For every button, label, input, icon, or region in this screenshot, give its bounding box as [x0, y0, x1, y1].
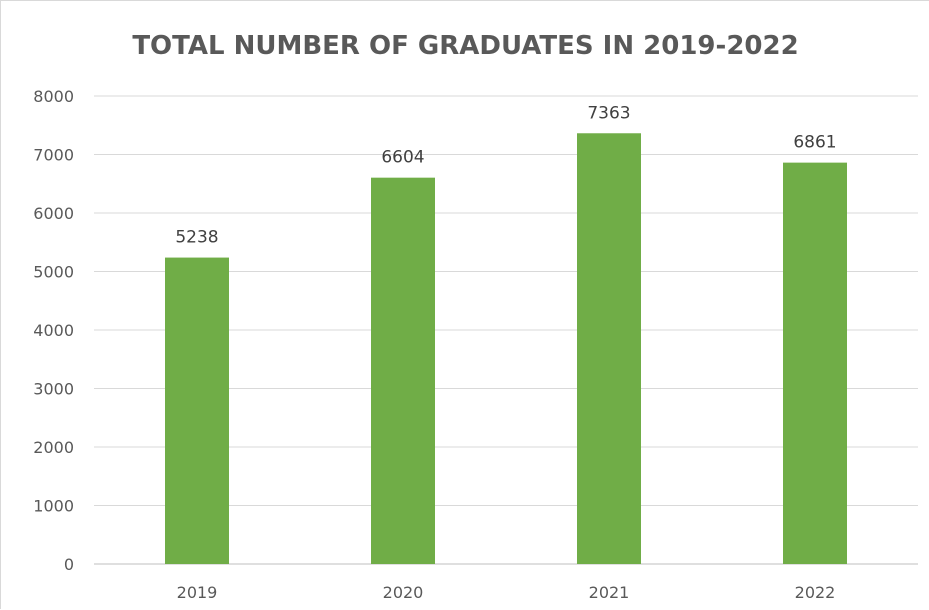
y-tick-label: 5000: [33, 263, 74, 282]
bar: [165, 257, 229, 564]
y-tick-label: 1000: [33, 497, 74, 516]
x-axis-ticks: 2019 2020 2021 2022: [177, 583, 836, 602]
bar: [577, 133, 641, 564]
y-tick-label: 4000: [33, 321, 74, 340]
x-tick-label: 2022: [795, 583, 836, 602]
x-tick-label: 2019: [177, 583, 218, 602]
bars: [165, 133, 847, 564]
data-labels: 5238 6604 7363 6861: [175, 103, 836, 247]
data-label: 6604: [381, 148, 424, 168]
x-tick-label: 2021: [589, 583, 630, 602]
gridlines: [94, 95, 918, 565]
data-label: 6861: [793, 133, 836, 153]
y-tick-label: 3000: [33, 380, 74, 399]
y-tick-label: 6000: [33, 204, 74, 223]
y-tick-label: 7000: [33, 146, 74, 165]
y-tick-label: 2000: [33, 438, 74, 457]
y-tick-label: 8000: [33, 87, 74, 106]
y-axis-ticks: 0 1000 2000 3000 4000 5000 6000 7000 8000: [33, 87, 74, 574]
data-label: 7363: [587, 103, 630, 123]
data-label: 5238: [175, 228, 218, 248]
chart-title: TOTAL NUMBER OF GRADUATES IN 2019-2022: [132, 31, 799, 61]
bar: [371, 177, 435, 564]
y-tick-label: 0: [64, 555, 74, 574]
x-tick-label: 2020: [383, 583, 424, 602]
bar: [783, 162, 847, 564]
